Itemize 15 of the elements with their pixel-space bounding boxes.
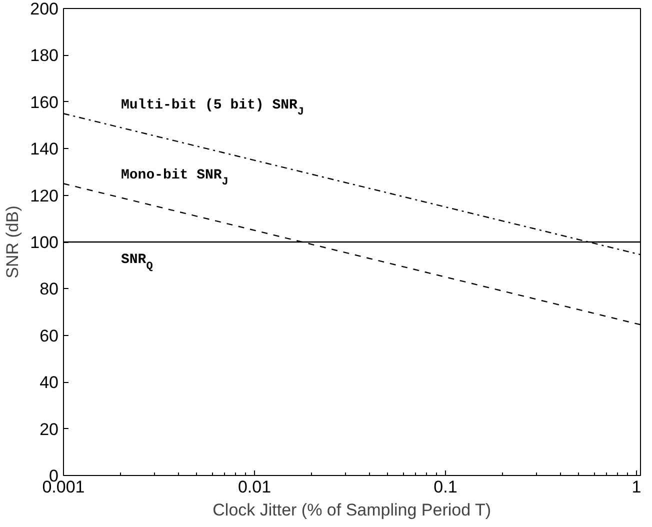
y-tick-label: 20 [40,420,59,439]
y-tick-label: 60 [40,326,59,346]
y-tick-label: 100 [30,233,59,252]
y-tick-label: 40 [40,373,59,392]
y-tick-label: 120 [30,186,59,206]
y-tick-label: 200 [30,0,59,18]
y-tick-label: 160 [30,92,59,112]
y-tick-label: 180 [30,46,59,66]
y-axis-title: SNR (dB) [3,206,22,278]
x-axis-title: Clock Jitter (% of Sampling Period T) [212,500,492,520]
x-tick-label: 0.1 [434,478,458,496]
y-tick-label: 140 [30,140,59,159]
y-tick-label: 80 [40,280,59,299]
x-tick-label: 0.01 [238,478,272,496]
x-tick-label: 1 [632,478,642,496]
